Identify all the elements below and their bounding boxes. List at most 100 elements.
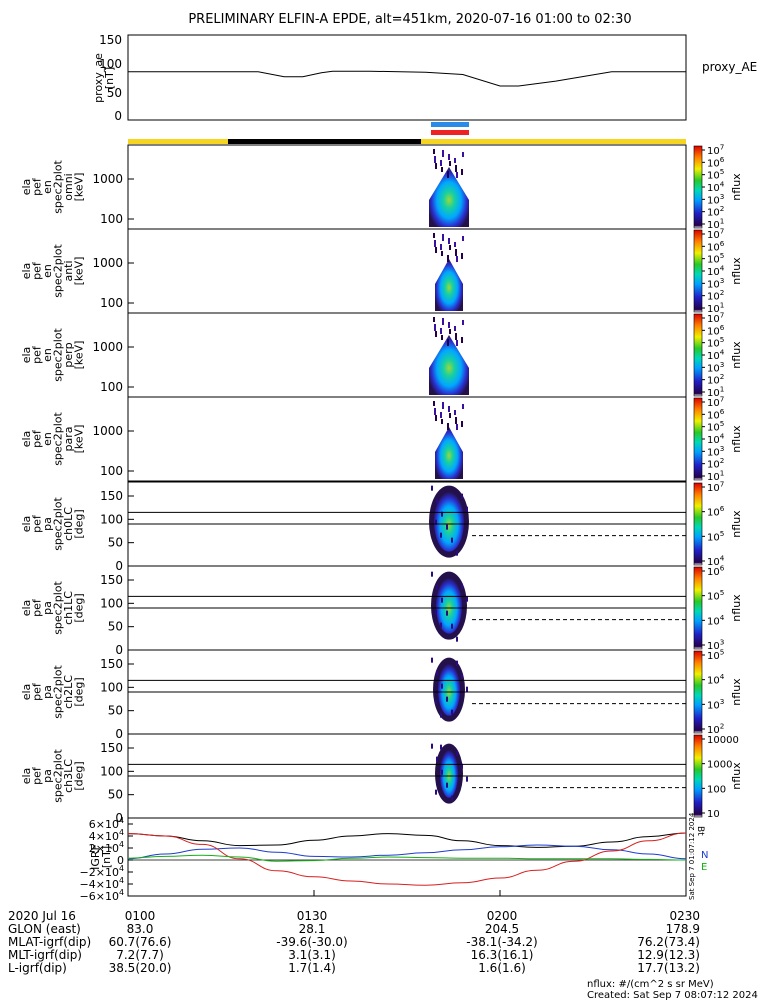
flux-speckle <box>461 493 463 499</box>
flux-speckle <box>456 256 458 262</box>
flux-speckle <box>435 699 437 705</box>
panel-ylabel-line: spec2plot <box>52 244 65 298</box>
ephemeris-label: 2020 Jul 16 <box>8 909 76 923</box>
flux-speckle <box>435 331 437 337</box>
y-tick-label: 100 <box>100 380 123 394</box>
flux-speckle <box>435 519 437 525</box>
colorbar <box>693 734 703 818</box>
panel-ylabel-line: [keV] <box>73 173 86 202</box>
y-tick-label: 100 <box>100 512 123 526</box>
flux-speckle <box>454 326 456 331</box>
flux-speckle <box>434 408 436 415</box>
flux-speckle <box>447 255 449 262</box>
igrf-series-z <box>127 832 687 886</box>
colorbar-tick-label: 102 <box>707 456 724 471</box>
ephemeris-value: 204.5 <box>485 922 519 936</box>
igrf-ylabel: IGRF [nT] <box>89 844 113 870</box>
y-tick-label: 100 <box>100 296 123 310</box>
colorbar-tick-label: 10 <box>707 809 720 820</box>
flux-blob <box>429 335 469 395</box>
y-tick-label: 150 <box>100 573 123 587</box>
colorbar-tick-label: 105 <box>707 588 724 603</box>
flux-speckle <box>466 596 468 602</box>
flux-speckle <box>436 756 438 762</box>
panel-ylabel-line: pef <box>31 766 44 785</box>
flux-blob <box>435 427 463 479</box>
igrf-tag-bt: Bt <box>695 826 705 836</box>
panel-ylabel-line: [deg] <box>73 677 86 706</box>
y-tick-label: 50 <box>108 788 123 802</box>
proxy-ae-line <box>128 70 686 87</box>
flux-speckle <box>441 683 443 689</box>
flux-speckle <box>462 404 464 409</box>
flux-speckle <box>440 244 442 250</box>
colorbar-label: nflux <box>730 425 743 453</box>
flux-speckle <box>431 743 433 749</box>
flux-speckle <box>455 249 457 256</box>
igrf-y-tick-label: 4×104 <box>89 828 124 843</box>
igrf-y-tick-label: 2×104 <box>89 840 124 855</box>
ephemeris-label: L-igrf(dip) <box>8 961 67 975</box>
colorbar-tick-label: 105 <box>707 251 724 266</box>
flux-speckle <box>441 251 443 256</box>
colorbar-label: nflux <box>730 762 743 790</box>
colorbar-label: nflux <box>730 594 743 622</box>
colorbar-tick-label: 107 <box>707 311 724 326</box>
y-tick-label: 100 <box>100 212 123 226</box>
colorbar <box>693 397 703 481</box>
flux-speckle <box>447 171 449 178</box>
flux-speckle <box>446 610 448 616</box>
igrf-series-x <box>127 832 687 848</box>
flux-speckle <box>440 160 442 166</box>
plot-title: PRELIMINARY ELFIN-A EPDE, alt=451km, 202… <box>188 12 631 27</box>
side-date-stamp: Sat Sep 7 01:07:12 2024 <box>688 812 696 900</box>
ephemeris-value: 60.7(76.6) <box>109 935 172 949</box>
ephemeris-value: 1.6(1.6) <box>478 961 526 975</box>
flux-speckle <box>436 498 438 504</box>
ephemeris-value: 83.0 <box>127 922 154 936</box>
flux-speckle <box>431 571 433 577</box>
panel-ylabel-line: ela <box>20 600 33 617</box>
flux-speckle <box>442 318 444 325</box>
spectrogram-panel-en_spec2plot_omni: 1000100elapefenspec2plotomni[keV]1071061… <box>20 143 743 232</box>
colorbar-tick-label: 105 <box>707 648 724 663</box>
colorbar-tick-label: 103 <box>707 444 724 459</box>
y-tick-label: 150 <box>100 741 123 755</box>
panel-ylabel-line: [keV] <box>73 341 86 370</box>
panel-ylabel-line: pef <box>31 177 44 196</box>
panel-ylabel-line: ela <box>20 684 33 701</box>
flux-speckle <box>431 657 433 663</box>
panel-ylabel-line: ela <box>20 768 33 785</box>
flux-speckle <box>435 415 437 421</box>
flux-speckle <box>434 240 436 247</box>
colorbar-label: nflux <box>730 510 743 538</box>
y-tick-label: 0 <box>115 727 123 741</box>
panel-ylabel-line: ch0LC <box>62 507 75 541</box>
ephemeris-value: 7.2(7.7) <box>116 948 164 962</box>
colorbar-tick-label: 102 <box>707 288 724 303</box>
proxy-ae-ylabel: proxy_ae [nT] <box>92 53 116 103</box>
spectrogram-panel-en_spec2plot_perp: 1000100elapefenspec2plotperp[keV]1071061… <box>20 311 743 400</box>
colorbar-tick-label: 107 <box>707 480 724 495</box>
flux-speckle <box>462 320 464 325</box>
panel-ylabel-line: ela <box>20 516 33 533</box>
proxy-ae-ylabel-line2: [nT] <box>103 67 116 89</box>
colorbar-tick-label: 106 <box>707 407 725 422</box>
igrf-y-tick-label: 0 <box>117 854 124 867</box>
colorbar-tick-label: 103 <box>707 697 724 712</box>
flux-blob <box>434 491 464 552</box>
flux-speckle <box>441 167 443 172</box>
flux-speckle <box>451 709 453 715</box>
proxy-ae-legend: proxy_AE <box>702 60 757 74</box>
y-tick-label: 150 <box>100 489 123 503</box>
flux-speckle <box>440 622 442 628</box>
colorbar-tick-label: 104 <box>707 348 725 363</box>
flux-speckle <box>448 238 450 244</box>
y-tick-label: 100 <box>100 464 123 478</box>
colorbar <box>693 229 703 313</box>
panel-ylabel-line: ch2LC <box>62 675 75 709</box>
